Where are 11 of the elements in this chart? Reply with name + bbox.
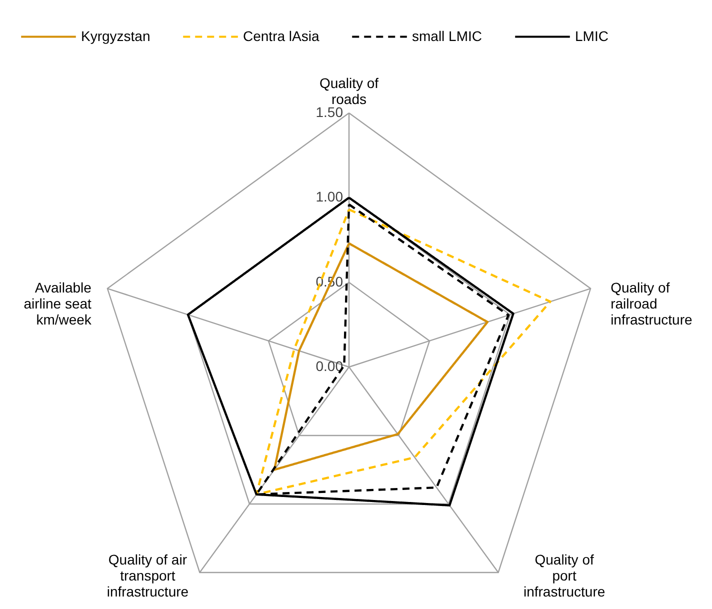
y-tick-label: 1.50 <box>316 104 344 120</box>
spoke-label: Quality of roads <box>319 75 379 107</box>
legend-label: small LMIC <box>412 28 482 44</box>
y-tick-label: 1.00 <box>316 188 344 205</box>
spoke-label: Quality of port infrastructure <box>523 551 606 600</box>
spoke-label: Quality of railroad infrastructure <box>610 280 692 328</box>
legend-label: LMIC <box>575 28 608 44</box>
spoke-label: Quality of air transport infrastructure <box>106 551 189 600</box>
legend-label: Centra lAsia <box>243 28 320 44</box>
legend-label: Kyrgyzstan <box>81 28 150 44</box>
spoke-label: Available airline seat km/week <box>24 280 92 328</box>
